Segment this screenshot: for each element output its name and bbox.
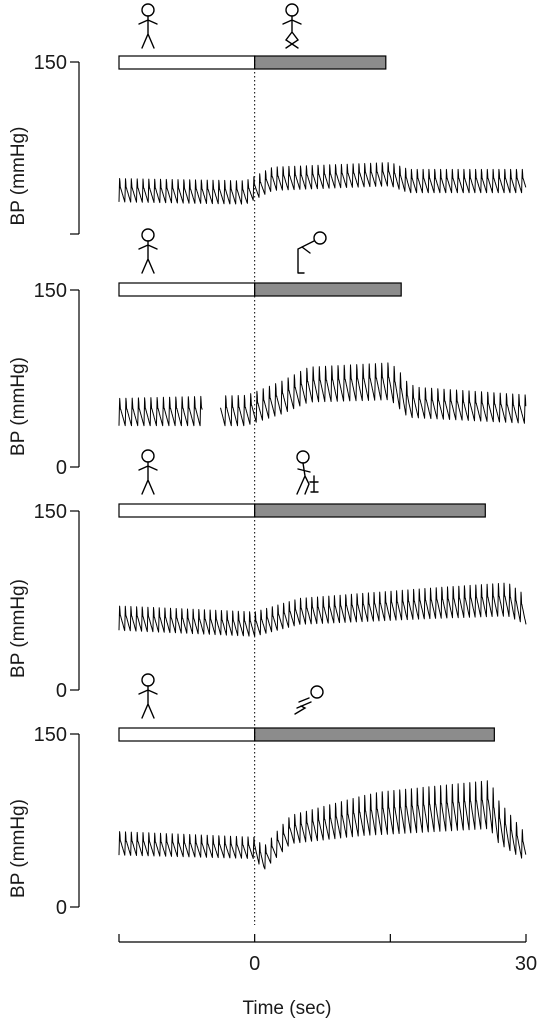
rest-period-bar bbox=[118, 55, 256, 70]
crossed-legs-person-icon bbox=[282, 3, 302, 49]
rest-period-bar bbox=[118, 503, 256, 518]
x-tick-label: 30 bbox=[515, 953, 537, 975]
bp-panel: 150 0 BP (mmHg) bbox=[8, 449, 527, 702]
x-axis: 0 30 Time (sec) bbox=[118, 934, 537, 1019]
bp-panel: 150 0 BP (mmHg) bbox=[8, 673, 527, 919]
standing-person-icon bbox=[138, 673, 158, 719]
y-tick-label: 150 bbox=[34, 280, 67, 302]
rest-period-bar bbox=[118, 282, 256, 297]
y-tick-label: 150 bbox=[34, 724, 67, 746]
y-axis-label: BP (mmHg) bbox=[8, 799, 29, 898]
bp-panel: 150 0 BP (mmHg) bbox=[8, 228, 527, 479]
bp-trace bbox=[118, 362, 527, 427]
maneuver-period-bar bbox=[254, 55, 387, 70]
x-tick-label: 0 bbox=[249, 953, 260, 975]
bending-forward-person-icon bbox=[297, 231, 327, 274]
maneuver-period-bar bbox=[254, 282, 402, 297]
squat-chair-person-icon bbox=[296, 450, 319, 495]
y-tick-label: 0 bbox=[56, 680, 67, 702]
standing-person-icon bbox=[138, 449, 158, 495]
maneuver-period-bar bbox=[254, 503, 486, 518]
squatting-person-icon bbox=[294, 685, 324, 715]
y-axis-label: BP (mmHg) bbox=[8, 127, 29, 226]
y-tick-label: 150 bbox=[34, 501, 67, 523]
y-axis-label: BP (mmHg) bbox=[8, 579, 29, 678]
y-axis-label: BP (mmHg) bbox=[8, 357, 29, 456]
y-tick-label: 150 bbox=[34, 52, 67, 74]
bp-trace bbox=[118, 780, 527, 870]
standing-person-icon bbox=[138, 3, 158, 49]
y-tick-label: 0 bbox=[56, 897, 67, 919]
maneuver-period-bar bbox=[254, 727, 495, 742]
x-axis-label: Time (sec) bbox=[242, 998, 331, 1019]
bp-trace bbox=[118, 582, 527, 637]
bp-trace bbox=[118, 162, 527, 205]
y-tick-label: 0 bbox=[56, 457, 67, 479]
rest-period-bar bbox=[118, 727, 256, 742]
bp-panel: 150 BP (mmHg) bbox=[8, 3, 527, 235]
standing-person-icon bbox=[138, 228, 158, 274]
